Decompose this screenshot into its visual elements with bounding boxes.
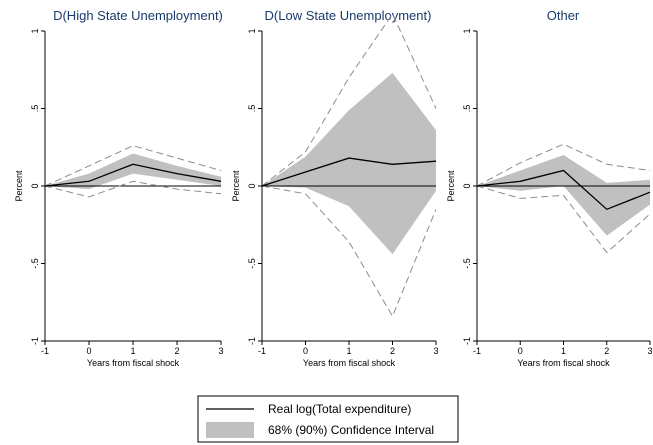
y-tick-label: -1 [247,337,257,345]
y-tick-label: .5 [462,105,472,113]
y-tick-label: 1 [30,28,40,33]
x-tick-label: 1 [346,346,351,356]
confidence-band-90-upper [476,143,651,187]
legend-band-swatch [206,422,254,438]
panel-title: D(High State Unemployment) [53,8,223,23]
legend-label-band: 68% (90%) Confidence Interval [268,423,434,437]
confidence-band-68 [262,72,436,255]
y-axis-title: Percent [14,170,24,202]
panel-title: D(Low State Unemployment) [265,8,432,23]
y-tick-label: 0 [247,183,257,188]
x-tick-label: 1 [130,346,135,356]
x-tick-label: -1 [41,346,49,356]
series-line [476,169,651,211]
x-axis-title: Years from fiscal shock [517,358,610,368]
y-axis-title: Percent [231,170,241,202]
series-line [261,157,437,187]
legend-label-line: Real log(Total expenditure) [268,402,411,416]
y-tick-label: -.5 [30,258,40,269]
x-tick-label: 2 [174,346,179,356]
y-axis-title: Percent [446,170,456,202]
x-axis-title: Years from fiscal shock [87,358,180,368]
x-tick-label: 1 [561,346,566,356]
x-axis-title: Years from fiscal shock [303,358,396,368]
x-tick-label: 3 [647,346,652,356]
x-tick-label: -1 [473,346,481,356]
y-tick-label: -.5 [247,258,257,269]
panel-3: Other -1 -.5 0 .5 1 -1 0 1 2 3 Years from fiscal sh… [446,8,653,368]
confidence-band-90-lower [44,180,222,198]
confidence-band-90-upper [261,12,437,187]
x-tick-label: 3 [433,346,438,356]
y-tick-label: 1 [462,28,472,33]
y-tick-label: 0 [462,183,472,188]
confidence-band-68 [45,153,221,190]
series-line [44,163,222,187]
confidence-band-90-lower [476,185,651,254]
x-tick-label: 2 [604,346,609,356]
y-tick-label: .5 [30,105,40,113]
y-tick-label: -.5 [462,258,472,269]
y-tick-label: 1 [247,28,257,33]
panel-title: Other [547,8,580,23]
x-tick-label: 3 [218,346,223,356]
confidence-band-90-lower [261,185,437,318]
x-tick-label: 2 [390,346,395,356]
legend: Real log(Total expenditure) 68% (90%) Con… [197,395,459,443]
y-tick-label: 0 [30,183,40,188]
y-tick-label: -1 [30,337,40,345]
x-tick-label: 0 [86,346,91,356]
confidence-band-90-upper [44,145,222,187]
x-tick-label: 0 [303,346,308,356]
confidence-band-68 [477,155,650,236]
x-tick-label: 0 [518,346,523,356]
panel-2: D(Low State Unemployment) -1 -.5 0 .5 1 -1 0 1 2 3… [231,8,439,368]
y-tick-label: .5 [247,105,257,113]
x-tick-label: -1 [258,346,266,356]
y-tick-label: -1 [462,337,472,345]
panel-1: D(High State Unemployment) -1 -.5 0 .5 1 -1 0 1 2… [14,8,224,368]
